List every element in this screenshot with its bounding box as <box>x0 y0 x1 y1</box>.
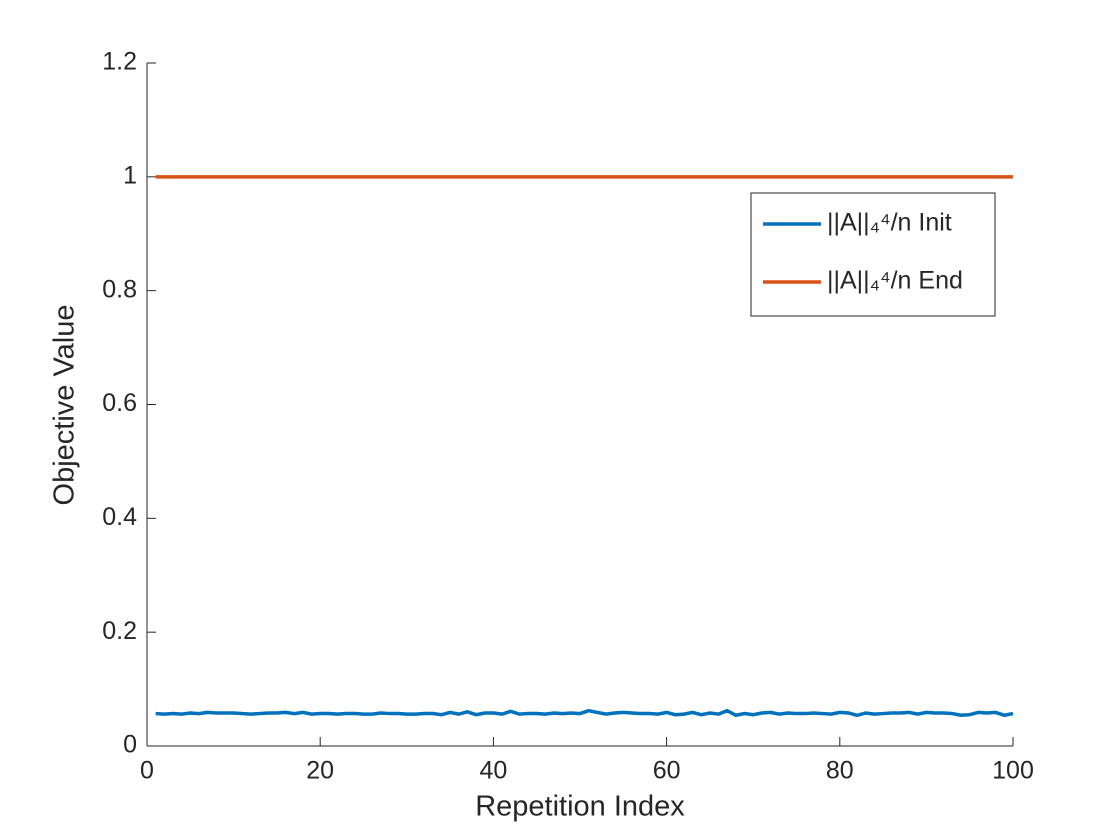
y-tick-label: 0.6 <box>102 389 137 417</box>
x-tick-label: 20 <box>306 757 334 785</box>
x-axis-label: Repetition Index <box>475 791 685 823</box>
x-tick-label: 0 <box>140 757 154 785</box>
legend-box <box>750 192 996 317</box>
legend-label: ||A||₄⁴/n End <box>827 267 963 295</box>
y-tick-label: 0.4 <box>102 503 137 531</box>
x-tick-label: 100 <box>992 757 1034 785</box>
y-tick-label: 1 <box>123 161 137 189</box>
y-tick-label: 0 <box>123 731 137 759</box>
y-tick-label: 0.2 <box>102 617 137 645</box>
line-series <box>155 708 1014 718</box>
x-tick-label: 40 <box>479 757 507 785</box>
x-tick-label: 60 <box>653 757 681 785</box>
legend-label: ||A||₄⁴/n Init <box>827 209 952 237</box>
x-tick-label: 80 <box>826 757 854 785</box>
y-tick-label: 0.8 <box>102 275 137 303</box>
y-axis-label: Objective Value <box>49 305 81 506</box>
y-tick-label: 1.2 <box>102 48 137 76</box>
